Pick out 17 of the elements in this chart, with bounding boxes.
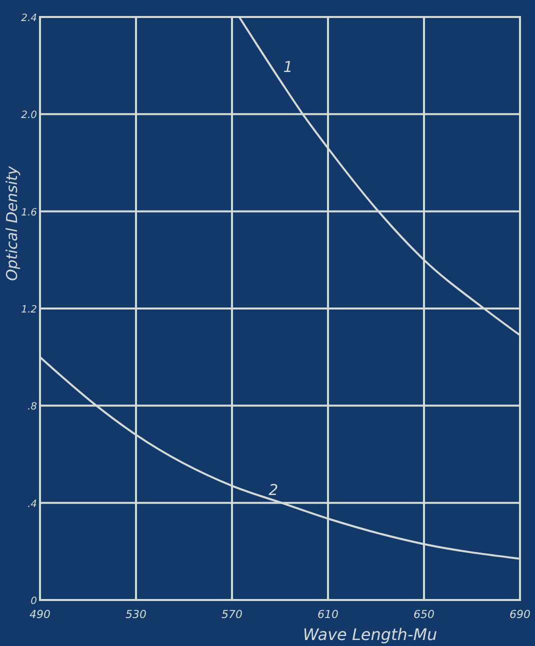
x-tick-label: 610	[318, 608, 338, 621]
series-label: 1	[283, 58, 293, 76]
y-tick-label: 2.0	[21, 110, 37, 122]
x-tick-label: 530	[126, 608, 146, 621]
series-label: 2	[268, 480, 278, 499]
y-axis-title: Optical Density	[3, 164, 21, 281]
x-tick-label: 650	[414, 608, 434, 621]
y-tick-label: 1.6	[21, 207, 37, 218]
x-tick-label: 490	[30, 608, 50, 621]
y-tick-label: 0	[30, 596, 37, 607]
y-tick-label: .8	[27, 402, 37, 413]
x-axis-title: Wave Length-Mu	[302, 625, 438, 644]
x-tick-label: 570	[222, 608, 242, 621]
y-tick-label: 2.4	[21, 13, 37, 24]
y-tick-label: .4	[27, 498, 37, 510]
y-tick-label: 1.2	[21, 304, 37, 316]
x-tick-label: 690	[510, 608, 530, 621]
